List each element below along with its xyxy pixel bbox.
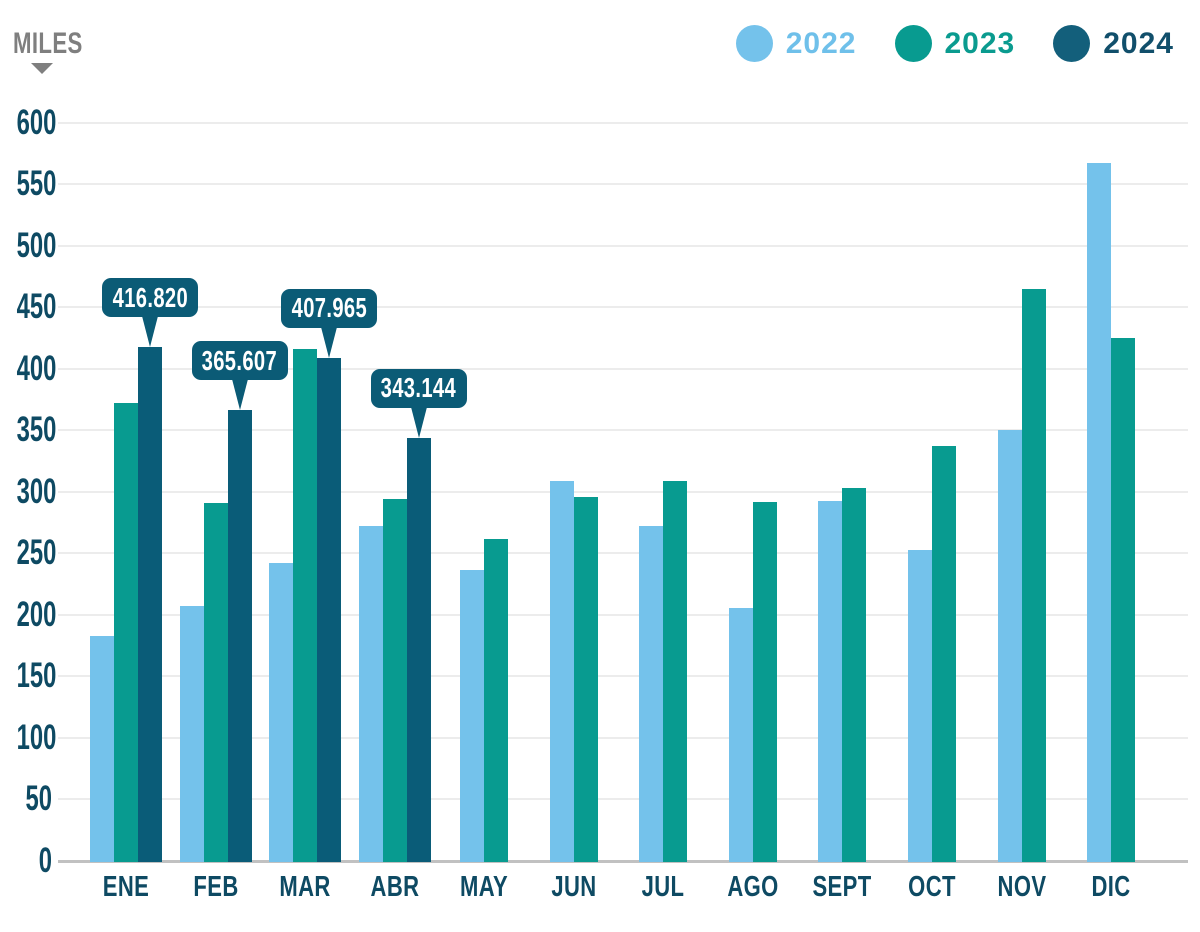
gridline-500 (58, 245, 1188, 247)
bar-feb-2023 (203, 503, 228, 862)
y-axis-unit: MILES (13, 27, 133, 74)
x-axis-tick-oct: OCT (908, 871, 956, 903)
down-arrow-icon (31, 63, 53, 74)
x-axis-baseline (58, 860, 1188, 863)
y-axis-tick-500: 500 (16, 226, 57, 265)
callout-box: 343.144 (370, 368, 467, 408)
bar-sept-2023 (842, 488, 867, 862)
gridline-150 (58, 675, 1188, 677)
callout-pointer-icon (410, 406, 427, 438)
bar-jul-2023 (663, 480, 688, 862)
gridline-450 (58, 306, 1188, 308)
callout-value: 407.965 (291, 292, 367, 324)
y-axis-tick-400: 400 (16, 349, 57, 388)
bar-sept-2022 (818, 500, 843, 862)
bar-ene-2024 (138, 347, 162, 862)
bar-oct-2022 (907, 549, 932, 862)
bar-mar-2023 (293, 349, 318, 862)
callout-mar-2024: 407.965 (281, 288, 378, 358)
x-axis-tick-jun: JUN (551, 871, 597, 903)
bar-abr-2024 (406, 437, 431, 862)
gridline-100 (58, 737, 1188, 739)
y-axis-tick-150: 150 (16, 656, 57, 695)
gridline-550 (58, 183, 1188, 185)
y-axis-tick-0: 0 (38, 841, 52, 880)
x-axis-tick-sept: SEPT (812, 871, 872, 903)
gridline-350 (58, 429, 1188, 431)
legend-item-2022: 2022 (735, 25, 857, 62)
bar-ago-2023 (752, 501, 777, 862)
y-axis-tick-550: 550 (16, 164, 57, 203)
legend-item-2023: 2023 (894, 25, 1016, 62)
legend-label: 2024 (1103, 26, 1174, 60)
legend-label: 2023 (944, 26, 1016, 60)
bar-ago-2022 (728, 607, 753, 862)
bar-dic-2023 (1111, 338, 1135, 862)
y-axis-tick-450: 450 (16, 287, 57, 326)
gridline-200 (58, 614, 1188, 616)
y-axis-tick-250: 250 (16, 533, 57, 572)
bar-jun-2022 (549, 480, 574, 862)
bar-may-2022 (460, 569, 485, 862)
x-axis-tick-mar: MAR (279, 871, 331, 903)
y-axis-tick-600: 600 (16, 103, 57, 142)
callout-abr-2024: 343.144 (370, 368, 467, 438)
legend-dot-icon (894, 25, 932, 62)
gridline-50 (58, 798, 1188, 800)
x-axis-tick-abr: ABR (370, 871, 420, 903)
bar-nov-2023 (1021, 288, 1046, 862)
callout-pointer-icon (321, 326, 338, 358)
y-axis-tick-100: 100 (16, 718, 57, 757)
bar-mar-2024 (317, 357, 342, 862)
bar-mar-2022 (269, 563, 294, 862)
x-axis-tick-feb: FEB (192, 871, 239, 903)
legend-dot-icon (1053, 25, 1091, 62)
bar-ene-2023 (114, 403, 138, 862)
gridline-250 (58, 552, 1188, 554)
bar-jul-2022 (639, 526, 664, 862)
gridline-400 (58, 368, 1188, 370)
x-axis-tick-jul: JUL (641, 871, 685, 903)
bar-oct-2023 (931, 446, 956, 862)
bar-abr-2023 (382, 499, 407, 862)
bar-nov-2022 (997, 430, 1022, 862)
bar-ene-2022 (90, 636, 114, 862)
bar-abr-2022 (358, 526, 383, 862)
legend-item-2024: 2024 (1053, 25, 1174, 62)
x-axis-tick-ene: ENE (102, 871, 150, 903)
bar-may-2023 (484, 538, 509, 862)
callout-pointer-icon (231, 379, 248, 410)
bar-dic-2022 (1087, 163, 1111, 862)
y-axis-tick-200: 200 (16, 595, 57, 634)
callout-feb-2024: 365.607 (191, 341, 288, 410)
callout-box: 407.965 (281, 288, 378, 328)
y-axis-unit-label: MILES (13, 27, 83, 60)
callout-value: 365.607 (201, 344, 278, 376)
x-axis-tick-nov: NOV (997, 871, 1046, 903)
gridline-300 (58, 491, 1188, 493)
callout-box: 365.607 (191, 341, 288, 380)
y-axis-tick-50: 50 (25, 779, 52, 818)
y-axis-tick-300: 300 (16, 472, 57, 511)
callout-pointer-icon (142, 316, 158, 347)
x-axis-tick-dic: DIC (1091, 871, 1131, 903)
y-axis-tick-350: 350 (16, 410, 57, 449)
legend-label: 2022 (785, 26, 857, 60)
bar-feb-2024 (227, 410, 252, 862)
gridline-600 (58, 122, 1188, 124)
callout-value: 416.820 (112, 281, 188, 313)
x-axis-tick-ago: AGO (727, 871, 779, 903)
callout-ene-2024: 416.820 (102, 278, 198, 347)
callout-value: 343.144 (380, 372, 457, 404)
bar-feb-2022 (179, 606, 204, 862)
legend-dot-icon (735, 25, 773, 62)
callout-box: 416.820 (102, 278, 198, 317)
chart-legend: 2022 2023 2024 (735, 25, 1174, 62)
x-axis-tick-may: MAY (460, 871, 509, 903)
bar-jun-2023 (573, 496, 598, 862)
